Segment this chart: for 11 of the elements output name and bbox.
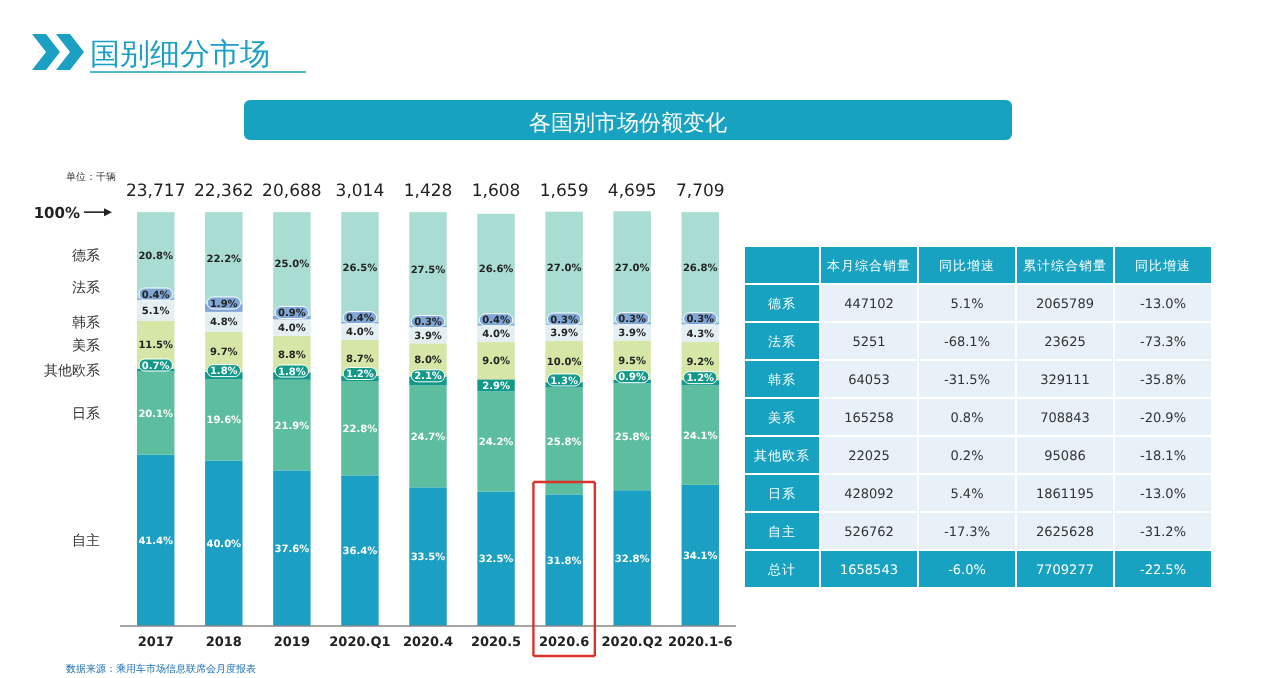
text: 4,695 [607,182,657,202]
text: 23,717 [125,182,186,202]
text: 1,608 [471,182,521,202]
text: 国别细分市场 [90,36,270,72]
text: 1,428 [403,182,453,202]
text: 3,014 [335,182,385,202]
text: 20,688 [262,182,322,202]
text: 7,709 [675,182,725,202]
text: 1,659 [539,182,589,202]
text: 22,362 [194,182,254,202]
chart-title: 各国别市场份额变化 [529,110,727,136]
